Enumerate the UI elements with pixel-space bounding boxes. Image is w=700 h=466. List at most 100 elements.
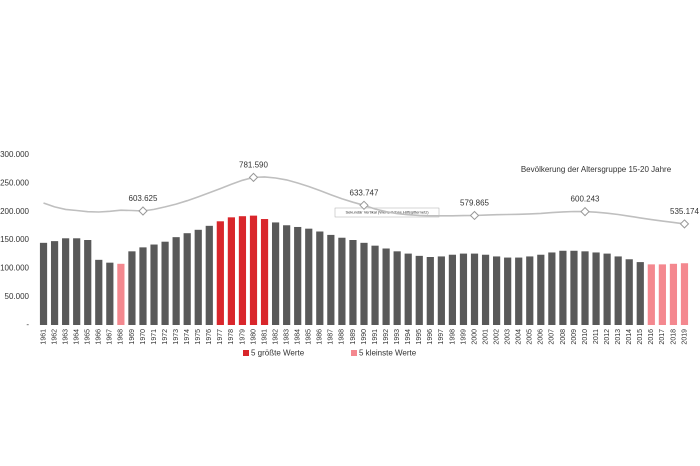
bar — [216, 221, 224, 325]
bar — [316, 231, 324, 325]
bar — [305, 228, 313, 325]
x-tick-label: 1978 — [228, 329, 235, 345]
bar — [172, 237, 180, 325]
y-tick-label: - — [26, 320, 29, 329]
x-tick-label: 1966 — [96, 329, 103, 345]
x-tick-label: 1970 — [140, 329, 147, 345]
x-tick-label: 2014 — [626, 329, 633, 345]
bar — [238, 216, 247, 325]
x-tick-label: 2017 — [659, 329, 666, 345]
line-marker — [469, 210, 480, 221]
bar — [515, 257, 523, 325]
bar — [548, 252, 556, 325]
bar — [581, 251, 589, 325]
x-tick-label: 1979 — [239, 329, 246, 345]
x-tick-label: 2003 — [505, 329, 512, 345]
legend-label: 5 größte Werte — [251, 349, 305, 358]
x-tick-label: 1963 — [62, 329, 69, 345]
bar — [658, 264, 666, 325]
bar — [183, 233, 191, 325]
x-tick-label: 1980 — [250, 329, 257, 345]
bar — [415, 255, 423, 325]
bar — [680, 263, 689, 325]
x-tick-label: 1981 — [261, 329, 268, 345]
x-tick-label: 1997 — [438, 329, 445, 345]
bar — [106, 262, 114, 325]
bar — [62, 238, 70, 325]
bar — [50, 241, 59, 325]
bar — [327, 234, 335, 325]
data-label: 535.174 — [670, 207, 699, 216]
chart-title: Bevölkerung der Altersgruppe 15-20 Jahre — [521, 165, 672, 174]
legend-swatch — [243, 350, 249, 356]
x-tick-label: 1995 — [416, 329, 423, 345]
y-tick-label: 300.000 — [0, 150, 29, 159]
legend-swatch — [351, 350, 357, 356]
bar — [271, 222, 280, 325]
x-tick-label: 1964 — [74, 329, 81, 345]
bar — [625, 259, 633, 325]
bar — [360, 242, 368, 325]
x-tick-label: 1976 — [206, 329, 213, 345]
bar — [139, 247, 147, 325]
y-tick-label: 250.000 — [0, 178, 29, 187]
x-tick-label: 1974 — [184, 329, 191, 345]
x-tick-label: 1992 — [383, 329, 390, 345]
x-tick-label: 1993 — [394, 329, 401, 345]
bar — [39, 242, 48, 325]
x-tick-label: 1982 — [272, 329, 279, 345]
bar — [526, 256, 534, 325]
bar — [559, 250, 567, 325]
bar — [294, 226, 302, 325]
data-label: 603.625 — [129, 194, 158, 203]
x-tick-label: 1965 — [85, 329, 92, 345]
x-tick-label: 1962 — [51, 329, 58, 345]
bar — [249, 215, 258, 325]
x-tick-label: 2016 — [648, 329, 655, 345]
line-marker — [138, 206, 148, 216]
line-marker — [248, 172, 259, 183]
x-tick-label: 1998 — [449, 329, 456, 345]
line-marker — [580, 206, 590, 217]
x-tick-label: 2008 — [560, 329, 567, 345]
x-tick-label: 2015 — [637, 329, 644, 345]
x-tick-label: 1984 — [295, 329, 302, 345]
x-tick-label: 2019 — [681, 329, 688, 345]
bar — [470, 253, 479, 325]
y-tick-label: 150.000 — [0, 235, 29, 244]
line-marker — [679, 219, 690, 229]
x-tick-label: 2007 — [549, 329, 556, 345]
x-tick-label: 1985 — [306, 329, 313, 345]
x-tick-label: 1971 — [151, 329, 158, 345]
x-tick-label: 2010 — [582, 329, 589, 345]
data-label: 600.243 — [571, 195, 600, 204]
bar — [371, 245, 379, 325]
bar — [150, 244, 158, 325]
bar — [603, 253, 611, 325]
x-tick-label: 2001 — [482, 329, 489, 345]
bar — [404, 253, 412, 325]
bar — [117, 263, 125, 325]
data-label: 579.865 — [460, 199, 489, 208]
data-label: 633.747 — [350, 188, 379, 197]
x-tick-label: 1973 — [173, 329, 180, 345]
x-tick-label: 2018 — [670, 329, 677, 345]
bar — [84, 240, 92, 325]
bar — [349, 240, 357, 325]
bar — [227, 217, 235, 325]
x-tick-label: 1969 — [129, 329, 136, 345]
bar — [205, 225, 213, 325]
bar — [647, 264, 655, 325]
line-marker — [359, 200, 369, 210]
x-tick-label: 1961 — [40, 329, 47, 345]
x-tick-label: 1986 — [317, 329, 324, 345]
bar — [73, 238, 81, 325]
x-tick-label: 2002 — [493, 329, 500, 345]
x-tick-label: 2009 — [571, 329, 578, 345]
bar — [161, 241, 169, 325]
bar — [493, 256, 501, 325]
x-tick-label: 1972 — [162, 329, 169, 345]
bar — [382, 248, 390, 325]
bar — [128, 251, 136, 325]
bar — [570, 250, 578, 325]
